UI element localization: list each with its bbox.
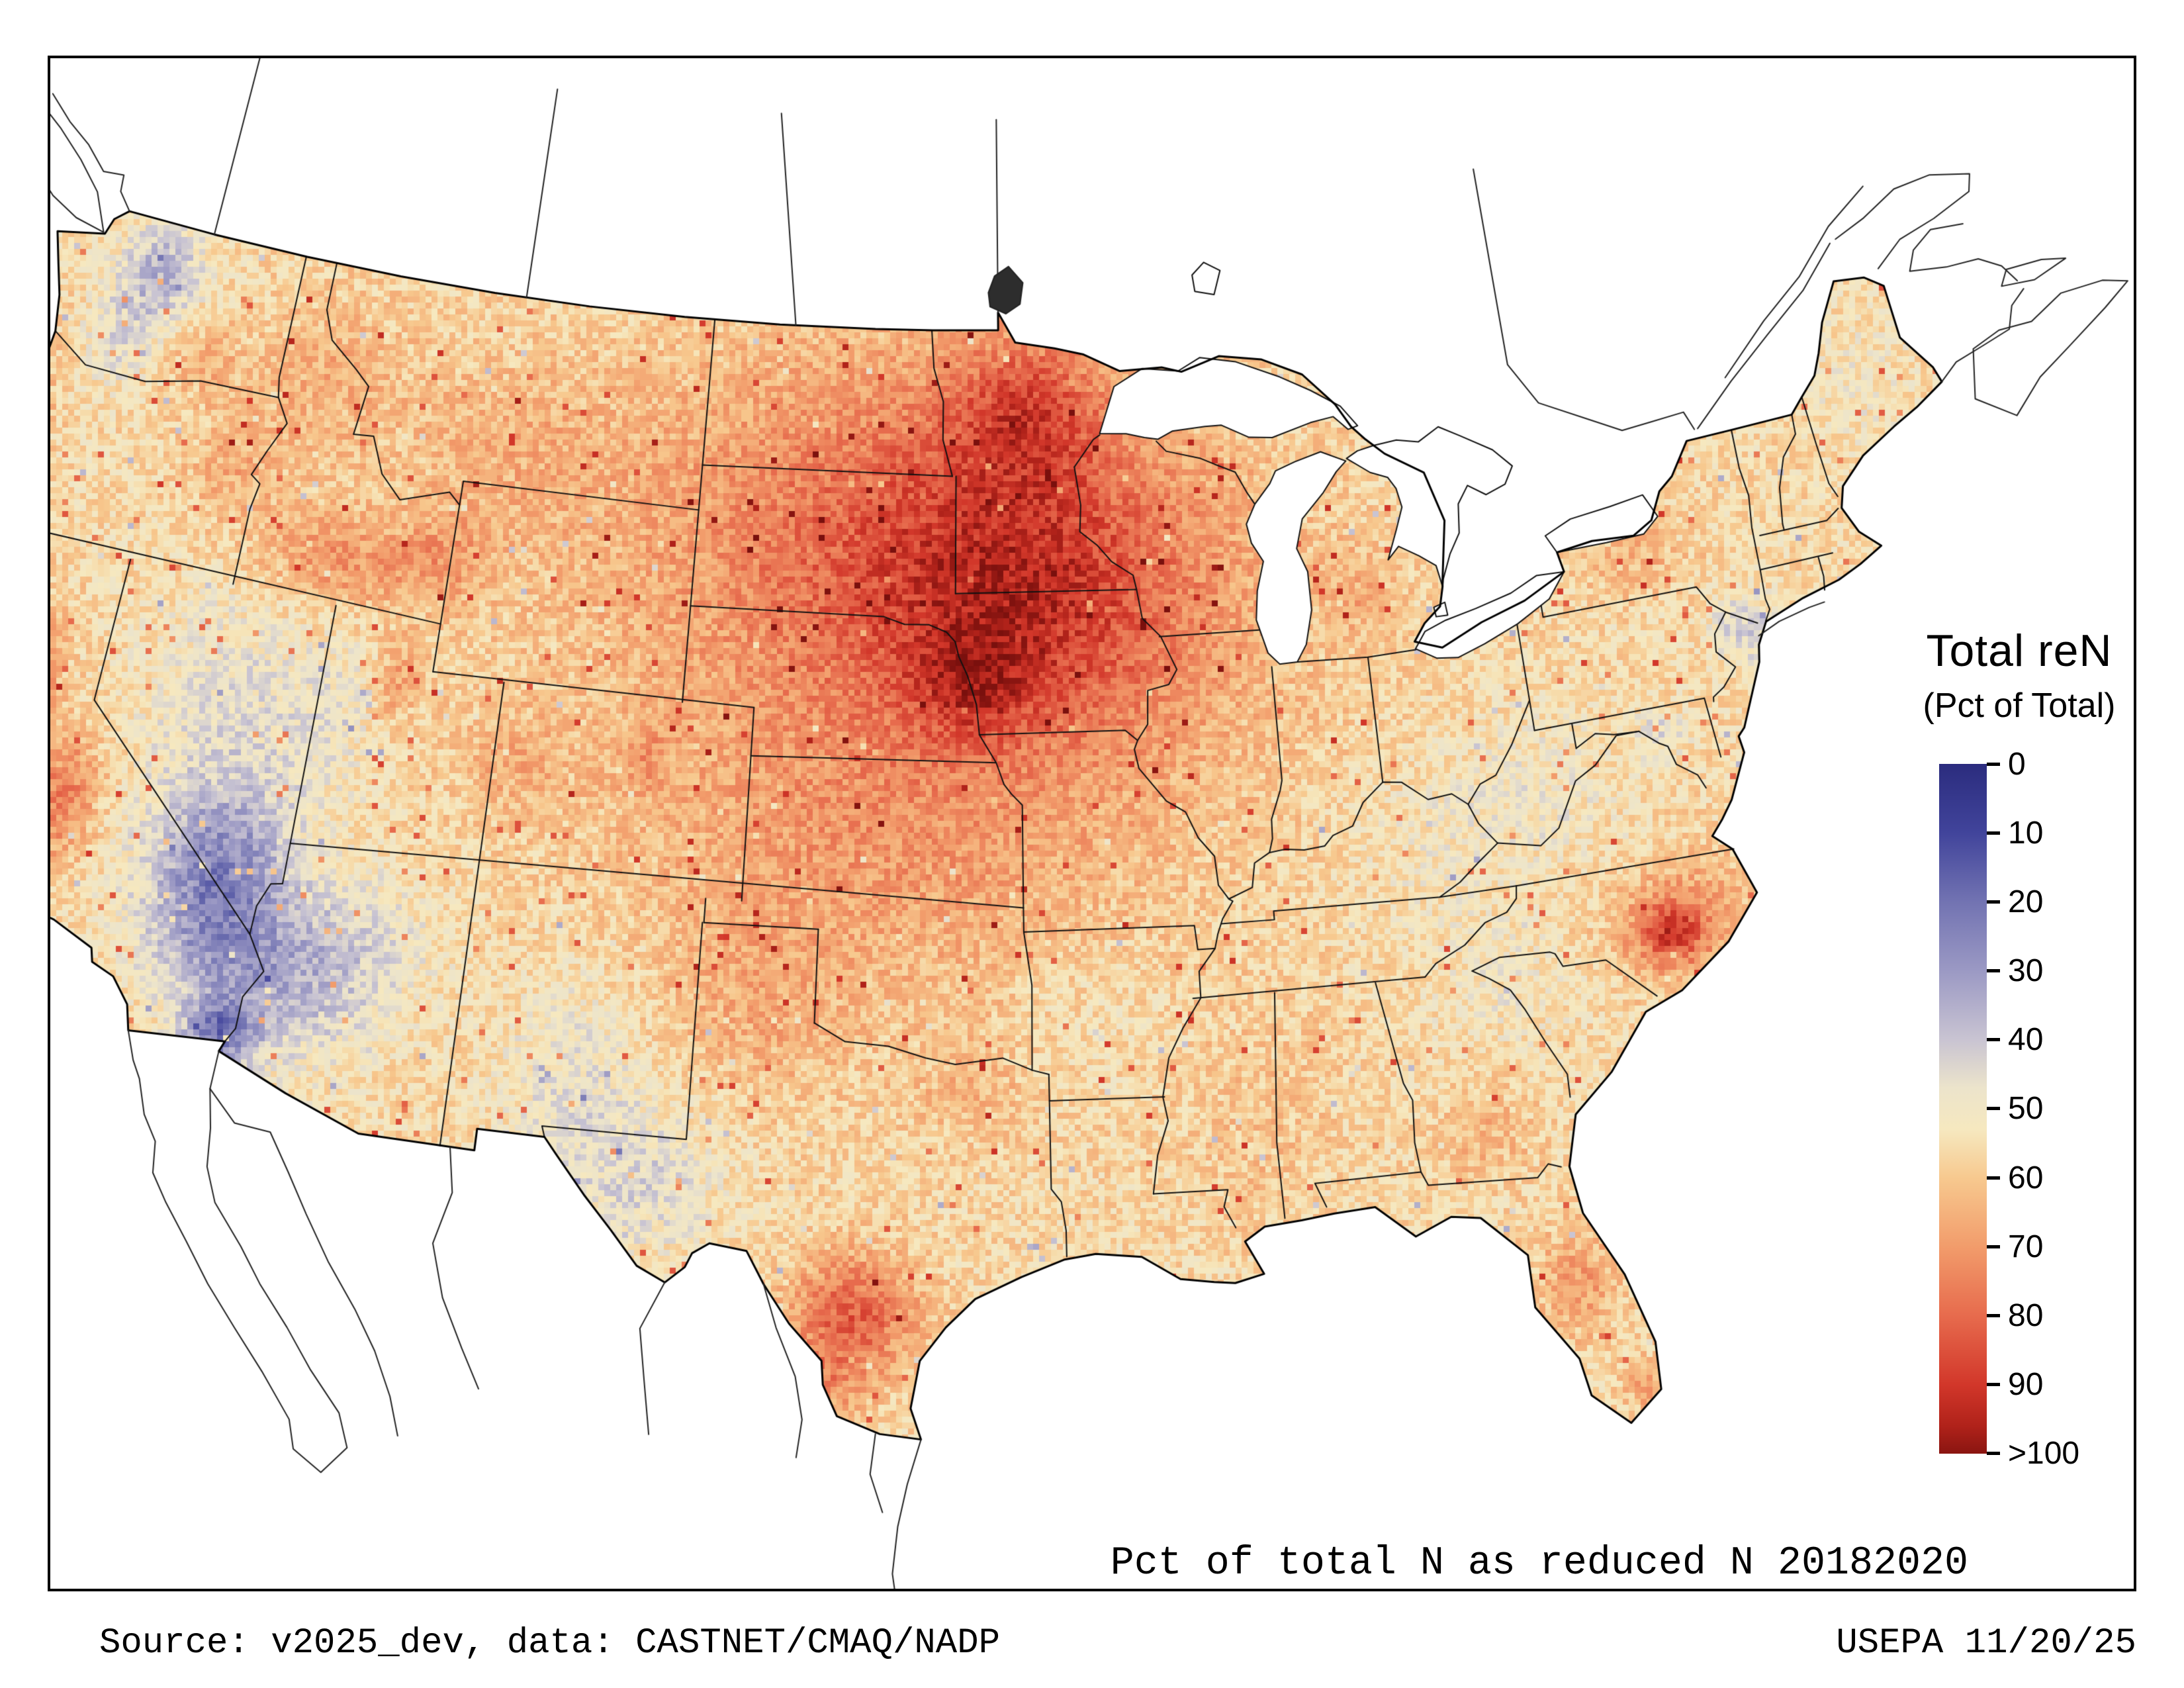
source-text: Source: v2025_dev, data: CASTNET/CMAQ/NA… — [99, 1623, 1001, 1664]
colorbar-gradient — [1939, 764, 1987, 1454]
legend-subtitle: (Pct of Total) — [1923, 686, 2116, 725]
tick-dash — [1987, 1452, 2000, 1456]
tick-label: >100 — [2008, 1436, 2080, 1472]
legend-title: Total reN — [1926, 626, 2113, 676]
tick-label: 0 — [2008, 746, 2026, 782]
tick-label: 70 — [2008, 1229, 2044, 1264]
tick-label: 20 — [2008, 884, 2044, 919]
tick-dash — [1987, 1107, 2000, 1111]
tick-dash — [1987, 831, 2000, 835]
tick-label: 10 — [2008, 815, 2044, 851]
credit-text: USEPA 11/20/25 — [1836, 1623, 2136, 1664]
tick-label: 60 — [2008, 1160, 2044, 1196]
tick-dash — [1987, 1038, 2000, 1042]
map-frame: Total reN (Pct of Total) 0 10 20 30 40 50 60 70… — [48, 56, 2136, 1591]
tick-dash — [1987, 1383, 2000, 1387]
tick-label: 40 — [2008, 1022, 2044, 1058]
tick-dash — [1987, 1176, 2000, 1180]
tick-dash — [1987, 762, 2000, 766]
tick-dash — [1987, 969, 2000, 973]
us-gridded-heatmap — [50, 58, 2134, 1589]
tick-dash — [1987, 900, 2000, 904]
tick-label: 90 — [2008, 1367, 2044, 1403]
tick-dash — [1987, 1314, 2000, 1317]
legend: Total reN (Pct of Total) 0 10 20 30 40 50 60 70… — [1877, 625, 2161, 1471]
tick-label: 80 — [2008, 1298, 2044, 1333]
footer: Source: v2025_dev, data: CASTNET/CMAQ/NA… — [99, 1623, 2136, 1664]
tick-label: 30 — [2008, 953, 2044, 989]
tick-dash — [1987, 1244, 2000, 1248]
tick-label: 50 — [2008, 1091, 2044, 1127]
colorbar: 0 10 20 30 40 50 60 70 80 90 >100 — [1877, 747, 2161, 1471]
colorbar-ticks: 0 10 20 30 40 50 60 70 80 90 >100 — [1987, 747, 2099, 1471]
map-caption: Pct of total N as reduced N 20182020 — [1103, 1541, 1975, 1586]
